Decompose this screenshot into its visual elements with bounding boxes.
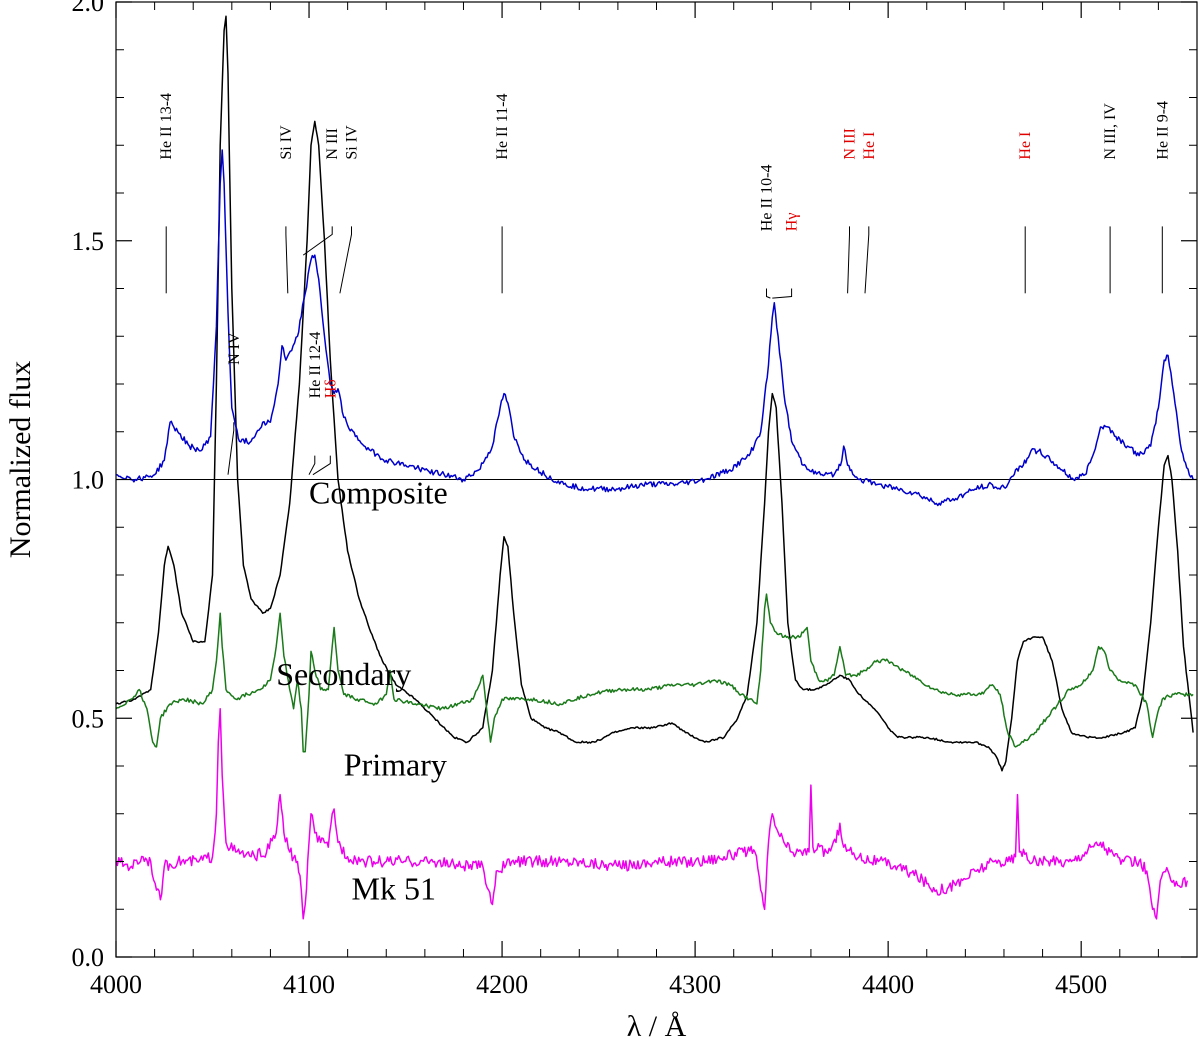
line-id-marker — [312, 455, 331, 476]
line-id-label: He II 10-4 — [759, 165, 776, 232]
series-label-composite: Composite — [309, 474, 448, 510]
series-label-layer: Mk 51 Primary Secondary Composite — [276, 474, 447, 906]
y-tick-label: 2.0 — [72, 0, 105, 17]
y-tick-label: 1.0 — [72, 466, 105, 495]
line-id-label: N III — [842, 128, 859, 160]
series-line-mk51 — [115, 707, 1189, 920]
line-id-marker — [227, 422, 235, 475]
x-tick-label: 4100 — [283, 970, 335, 999]
x-tick-label: 4200 — [476, 970, 528, 999]
x-tick-label: 4500 — [1055, 970, 1107, 999]
y-tick-label: 0.0 — [72, 943, 105, 972]
line-id-marker — [302, 226, 333, 256]
line-id-marker — [772, 288, 793, 299]
axis-tick-layer: 4000 4100 4200 4300 4400 4500 0.0 0.5 1.0 1.5 2.0 — [72, 0, 1198, 999]
line-id-marker — [766, 288, 771, 299]
line-id-marker — [285, 226, 289, 294]
line-id-label: N III, IV — [1102, 103, 1119, 160]
series-label-secondary: Secondary — [276, 656, 411, 692]
line-id-label: He II 11-4 — [494, 94, 511, 160]
series-layer — [115, 15, 1194, 920]
y-tick-label: 1.5 — [72, 227, 105, 256]
line-id-label: He II 13-4 — [158, 93, 175, 160]
x-axis-label: λ / Å — [627, 1010, 687, 1041]
series-line-composite — [115, 149, 1194, 507]
series-label-primary: Primary — [344, 747, 447, 783]
line-id-label: Si IV — [278, 125, 295, 160]
series-label-mk51: Mk 51 — [352, 871, 436, 907]
y-tick-label: 0.5 — [72, 704, 105, 733]
x-tick-label: 4400 — [862, 970, 914, 999]
series-line-primary — [115, 15, 1194, 772]
line-id-label: N IV — [226, 332, 243, 365]
line-id-marker — [864, 226, 870, 294]
x-tick-label: 4300 — [669, 970, 721, 999]
line-id-label: He I — [1017, 132, 1034, 160]
line-id-label: He II 9-4 — [1154, 101, 1171, 160]
line-id-label: N III — [324, 128, 341, 160]
y-axis-label: Normalized flux — [4, 361, 37, 558]
line-id-marker — [339, 226, 352, 294]
line-id-label: He II 12-4 — [307, 332, 324, 399]
series-line-secondary — [115, 593, 1194, 753]
line-id-label: Hγ — [784, 213, 801, 232]
line-id-label: Si IV — [344, 125, 361, 160]
line-id-marker — [847, 226, 850, 294]
line-id-label: Hδ — [322, 379, 339, 398]
line-id-marker — [308, 455, 316, 475]
line-id-label: He I — [861, 132, 878, 160]
x-tick-label: 4000 — [90, 970, 142, 999]
